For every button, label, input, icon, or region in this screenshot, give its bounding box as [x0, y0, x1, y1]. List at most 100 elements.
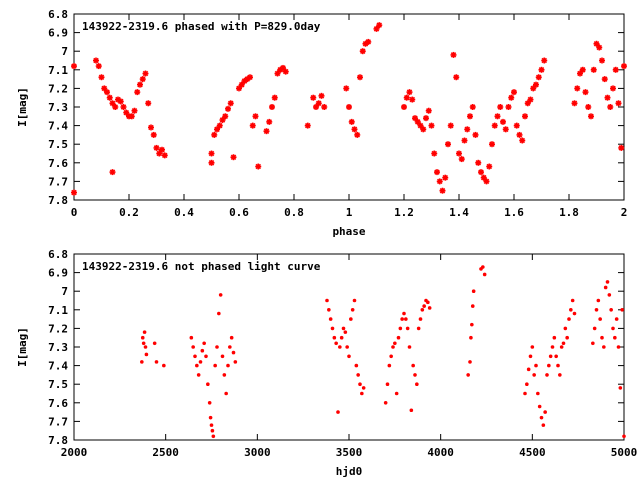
data-point: [226, 363, 230, 368]
data-point: [456, 150, 462, 157]
data-point: [469, 335, 473, 340]
data-point: [400, 317, 404, 321]
data-point: [525, 382, 529, 387]
data-point: [202, 341, 206, 346]
data-point: [426, 300, 430, 305]
data-point: [120, 104, 127, 110]
data-point: [350, 308, 355, 312]
data-point: [572, 311, 577, 316]
data-point: [486, 163, 493, 170]
data-point: [396, 335, 401, 340]
data-point: [210, 428, 215, 433]
data-point: [112, 104, 119, 110]
data-point: [541, 423, 546, 427]
data-point: [513, 122, 520, 129]
y-tick-label: 6.9: [48, 27, 68, 40]
data-point: [98, 74, 105, 81]
data-point: [327, 308, 331, 312]
x-tick-label: 0.8: [284, 206, 304, 219]
data-point: [349, 317, 353, 321]
y-tick-label: 7.5: [48, 378, 68, 391]
data-point: [282, 68, 289, 75]
data-point: [159, 146, 165, 153]
data-point: [383, 401, 388, 405]
y-tick-label: 7.5: [48, 138, 68, 151]
x-tick-label: 1.8: [559, 206, 579, 219]
data-point: [603, 285, 608, 290]
data-point: [434, 169, 440, 176]
data-point: [613, 335, 617, 340]
y-tick-label: 7.4: [48, 120, 68, 133]
data-point: [482, 272, 487, 277]
data-point: [593, 40, 600, 47]
y-tick-label: 7.6: [48, 397, 68, 410]
data-point: [574, 85, 581, 92]
data-point: [561, 341, 566, 346]
data-point: [143, 345, 148, 349]
data-point: [142, 70, 149, 77]
data-point: [404, 317, 408, 321]
data-point: [357, 74, 363, 81]
data-point: [423, 115, 429, 122]
data-point: [502, 126, 509, 133]
data-point: [409, 96, 416, 103]
data-point: [95, 63, 102, 70]
data-point: [534, 363, 538, 368]
data-point: [483, 178, 490, 185]
data-point: [543, 410, 547, 414]
data-point: [415, 382, 419, 387]
data-point: [559, 345, 564, 349]
data-point: [348, 118, 355, 125]
chart-title: 143922-2319.6 phased with P=829.0day: [82, 20, 321, 33]
data-point: [500, 118, 506, 125]
data-point: [550, 345, 555, 349]
data-point: [519, 137, 526, 144]
data-point: [196, 373, 201, 377]
y-tick-label: 6.8: [48, 248, 68, 261]
x-tick-label: 2000: [61, 446, 88, 459]
data-point: [310, 94, 317, 101]
data-point: [533, 81, 539, 88]
data-point: [422, 304, 426, 308]
data-point: [93, 57, 99, 64]
data-point: [208, 159, 215, 166]
data-point: [470, 322, 474, 327]
data-point: [351, 126, 358, 133]
data-point: [600, 335, 604, 340]
data-point: [139, 76, 146, 83]
data-point: [365, 38, 372, 45]
data-point: [339, 335, 344, 340]
data-point: [547, 363, 551, 368]
data-point: [609, 308, 613, 312]
data-point: [228, 345, 232, 349]
data-point: [345, 345, 349, 349]
data-point: [622, 434, 626, 439]
data-point: [571, 100, 578, 107]
data-point: [231, 350, 236, 355]
y-tick-label: 7.7: [48, 175, 68, 188]
x-tick-label: 3500: [336, 446, 363, 459]
data-point: [252, 113, 259, 120]
data-point: [222, 373, 227, 377]
data-point: [229, 335, 234, 340]
data-point: [413, 373, 417, 377]
phased-light-curve-panel: 143922-2319.6 phased with P=829.0day pha…: [16, 8, 627, 238]
data-point: [475, 159, 482, 166]
data-point: [563, 326, 568, 331]
data-point: [398, 326, 403, 331]
data-point: [505, 104, 512, 110]
data-point: [602, 345, 606, 349]
data-point: [536, 391, 540, 396]
data-point: [409, 408, 414, 413]
data-points: [71, 22, 627, 196]
data-point: [442, 174, 449, 181]
data-point: [394, 391, 399, 396]
data-point: [621, 63, 627, 70]
data-point: [552, 335, 557, 340]
data-point: [558, 373, 562, 377]
x-tick-label: 0.2: [119, 206, 139, 219]
data-point: [431, 150, 438, 157]
data-point: [528, 354, 533, 359]
data-point: [526, 367, 531, 372]
data-point: [218, 293, 223, 297]
